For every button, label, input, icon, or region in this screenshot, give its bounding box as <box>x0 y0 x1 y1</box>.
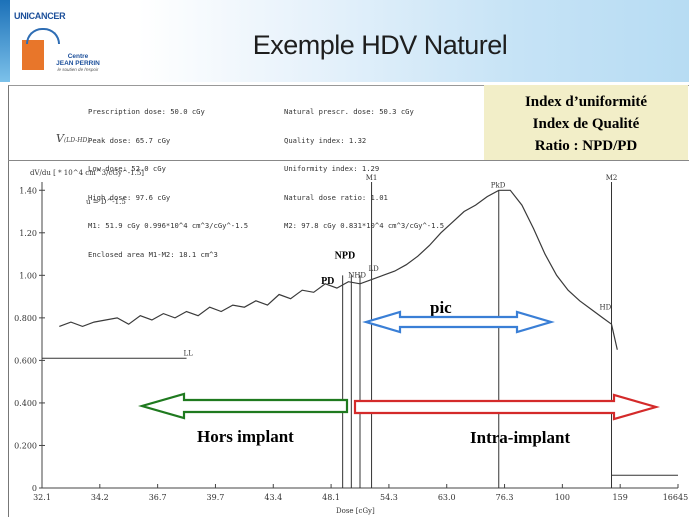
jean-perrin-logo: Centre JEAN PERRIN le soutien de l'espoi… <box>14 22 108 80</box>
brand-bar <box>0 0 10 82</box>
x-tick-label: 43.4 <box>264 493 282 502</box>
slide-header: UNICANCER Centre JEAN PERRIN le soutien … <box>0 0 689 82</box>
marker-label-m2: M2 <box>606 174 618 182</box>
stat-line: Natural dose ratio: 1.01 <box>284 192 388 202</box>
x-tick-label: 54.3 <box>380 493 398 502</box>
y-tick-label: 0.600 <box>14 356 37 365</box>
stat-line: Uniformity index: 1.29 <box>284 164 380 173</box>
handwritten-v: V <box>56 132 64 145</box>
marker-label-m1: M1 <box>366 174 378 182</box>
y-tick-label: 0.800 <box>14 314 37 323</box>
x-axis-label: Dose [cGy] <box>336 507 375 515</box>
y-tick-label: 0.400 <box>14 399 37 408</box>
ld-label: LD <box>368 265 379 273</box>
dose-stats-left: Prescription dose: 50.0 cGy Peak dose: 6… <box>88 88 248 269</box>
stat-line: Natural prescr. dose: 50.3 cGy <box>284 107 414 116</box>
y-tick-label: 0.200 <box>14 441 37 450</box>
handwritten-sub: (LD-HD) <box>63 137 90 144</box>
y-ticks: 0 0.200 0.400 0.600 0.800 1.00 1.20 1.40 <box>14 186 45 493</box>
logo-orange-shape <box>22 40 44 70</box>
x-tick-label: 159 <box>613 493 628 502</box>
stat-line: Low dose: 52.0 cGy <box>88 164 166 173</box>
hors-implant-arrow <box>137 392 349 420</box>
slide-title: Exemple HDV Naturel <box>252 30 508 60</box>
hors-implant-label: Hors implant <box>197 427 294 446</box>
x-tick-label: 32.1 <box>33 493 51 502</box>
callout-uniformity: Index d’uniformité <box>524 94 648 110</box>
x-tick-label: 76.3 <box>496 493 514 502</box>
stat-line: Quality index: 1.32 <box>284 135 367 145</box>
dvh-curve <box>59 189 618 350</box>
npd-label: NPD <box>335 250 356 261</box>
stat-line: M2: 97.8 cGy 0.831*10^4 cm^3/cGy^-1.5 <box>284 221 445 230</box>
y-tick-label: 1.40 <box>19 186 37 195</box>
x-tick-label: 100 <box>555 493 570 502</box>
logo-name: JEAN PERRIN <box>56 60 100 67</box>
pd-label: PD <box>321 276 334 287</box>
dose-stats-right: Natural prescr. dose: 50.3 cGy Quality i… <box>284 88 444 240</box>
ll-label: LL <box>184 349 194 357</box>
logo-prefix: Centre <box>67 53 89 60</box>
intra-implant-label: Intra-implant <box>470 428 570 447</box>
stat-line: High dose: 97.6 cGy <box>88 192 171 202</box>
y-axis-label: dV/du [ * 10^4 cm^3/cGy^-1.5] <box>30 169 144 177</box>
formula-label: u = D^-1.5 <box>86 198 126 206</box>
hd-label: HD <box>600 303 612 311</box>
x-ticks: 32.1 34.2 36.7 39.7 43.4 48.1 54.3 63.0 76.3 100 1… <box>33 349 689 502</box>
logo-tagline: le soutien de l'espoir <box>57 67 99 72</box>
pic-arrow <box>362 310 555 334</box>
pic-label: pic <box>430 298 452 317</box>
callout-ratio: Ratio : NPD/PD <box>534 138 638 154</box>
pkd-label: PkD <box>491 181 506 189</box>
intra-implant-arrow <box>353 393 661 421</box>
panel-separator <box>8 160 689 161</box>
x-tick-label: 36.7 <box>149 493 167 502</box>
stat-line: Enclosed area M1-M2: 18.1 cm^3 <box>88 249 218 259</box>
y-tick-label: 1.20 <box>19 229 37 238</box>
nhd-label: NHD <box>348 271 366 279</box>
y-tick-label: 0 <box>32 484 37 493</box>
handwritten-note: V(LD-HD) <box>56 132 90 145</box>
index-callout: Index d’uniformité Index de Qualité Rati… <box>484 85 688 160</box>
stat-line: Prescription dose: 50.0 cGy <box>88 107 205 116</box>
callout-quality: Index de Qualité <box>532 116 640 132</box>
x-tick-label: 39.7 <box>207 493 225 502</box>
region-arrows <box>137 310 661 421</box>
x-tick-label: 48.1 <box>322 493 340 502</box>
x-tick-label: 34.2 <box>91 493 109 502</box>
stat-line: M1: 51.9 cGy 0.996*10^4 cm^3/cGy^-1.5 <box>88 221 249 230</box>
x-tick-label: 166451 <box>663 493 689 502</box>
stat-line: Peak dose: 65.7 cGy <box>88 135 171 145</box>
unicancer-logo-text: UNICANCER <box>14 11 66 21</box>
marker-lines: M1 M2 <box>342 174 678 488</box>
x-tick-label: 63.0 <box>438 493 456 502</box>
dvh-curve-group <box>59 189 618 350</box>
y-tick-label: 1.00 <box>19 271 37 280</box>
